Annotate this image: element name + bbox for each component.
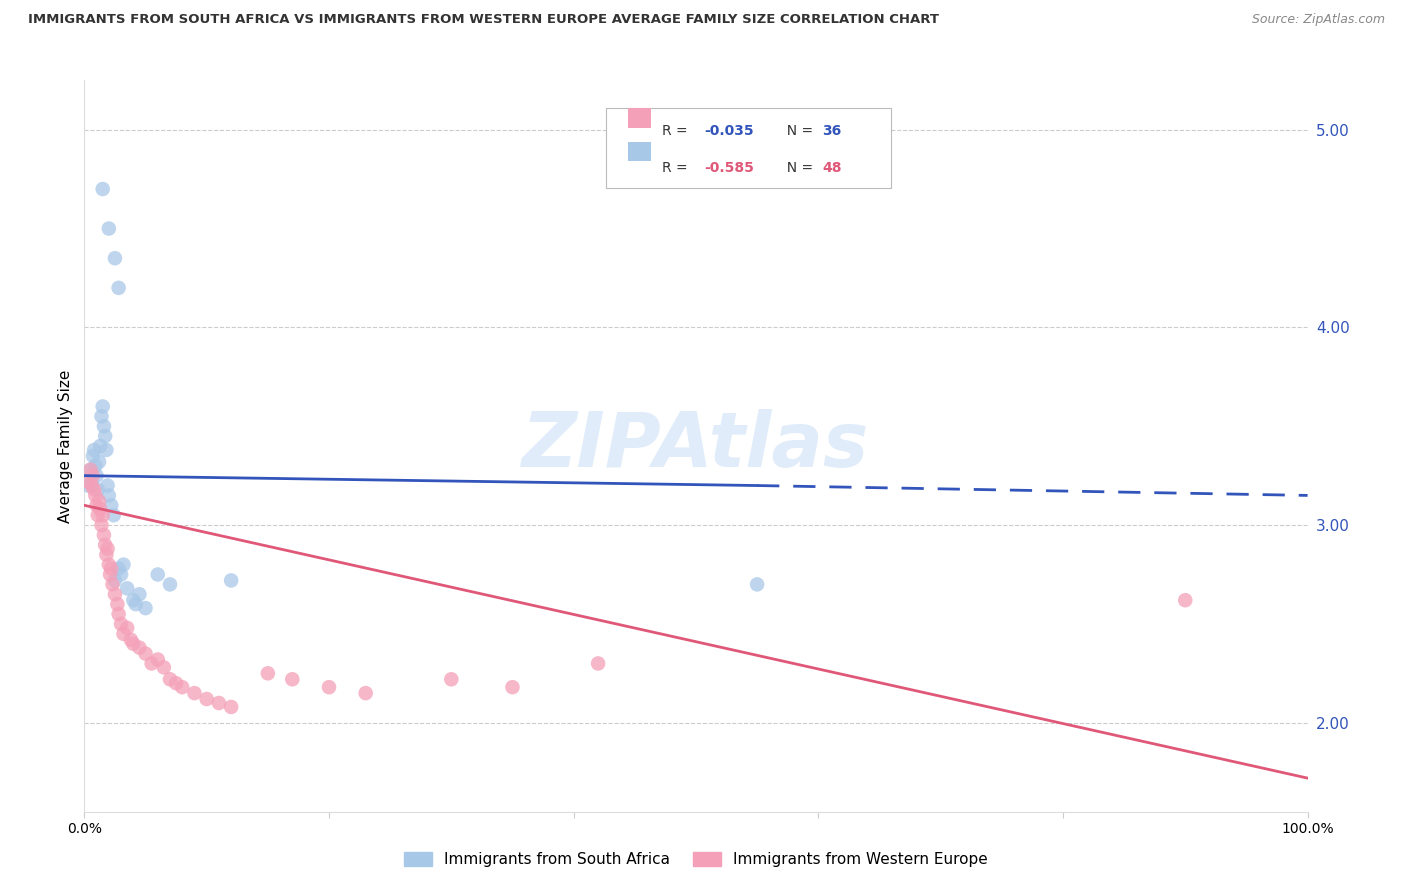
Point [107, 561, 129, 575]
Legend: Immigrants from South Africa, Immigrants from Western Europe: Immigrants from South Africa, Immigrants… [398, 847, 994, 873]
Point [122, 637, 145, 651]
Point [172, 680, 194, 694]
Point [96, 442, 118, 457]
Text: IMMIGRANTS FROM SOUTH AFRICA VS IMMIGRANTS FROM WESTERN EUROPE AVERAGE FAMILY SI: IMMIGRANTS FROM SOUTH AFRICA VS IMMIGRAN… [28, 13, 939, 27]
Point [97, 541, 120, 556]
Point [125, 597, 148, 611]
Point [440, 673, 463, 687]
Point [100, 498, 122, 512]
Text: N =: N = [778, 124, 817, 138]
Point [318, 680, 340, 694]
Point [146, 652, 169, 666]
Point [84, 488, 107, 502]
Point [97, 478, 120, 492]
Point [122, 593, 145, 607]
Point [115, 621, 138, 635]
Text: R =: R = [662, 124, 692, 138]
Point [183, 686, 205, 700]
Text: N =: N = [778, 161, 817, 175]
Point [98, 567, 121, 582]
Point [91, 508, 114, 523]
Point [90, 518, 112, 533]
Point [107, 607, 129, 621]
Point [101, 577, 124, 591]
Point [77, 478, 100, 492]
Y-axis label: Average Family Size: Average Family Size [58, 369, 73, 523]
Point [159, 673, 181, 687]
Point [219, 574, 242, 588]
Point [94, 429, 117, 443]
Point [82, 449, 104, 463]
Point [89, 439, 111, 453]
Point [90, 409, 112, 424]
Point [87, 508, 110, 523]
Point [115, 582, 138, 596]
Point [110, 567, 132, 582]
Point [135, 601, 157, 615]
Text: ZIPAtlas: ZIPAtlas [522, 409, 870, 483]
Point [257, 666, 280, 681]
Point [79, 463, 101, 477]
Point [80, 478, 103, 492]
Text: 48: 48 [823, 161, 842, 175]
Point [104, 574, 127, 588]
Point [208, 696, 231, 710]
Text: R =: R = [662, 161, 692, 175]
Point [91, 400, 114, 414]
Point [93, 419, 115, 434]
Point [141, 657, 163, 671]
Point [159, 577, 181, 591]
Point [83, 442, 105, 457]
Point [747, 577, 769, 591]
Point [79, 463, 101, 477]
Point [86, 468, 108, 483]
Point [96, 548, 118, 562]
Point [97, 488, 120, 502]
Point [112, 627, 135, 641]
Point [112, 558, 135, 572]
Point [97, 558, 120, 572]
Point [82, 468, 104, 483]
Point [354, 686, 377, 700]
Point [80, 475, 103, 489]
Point [89, 502, 111, 516]
Point [120, 632, 142, 647]
Point [135, 647, 157, 661]
Point [87, 494, 110, 508]
Text: -0.035: -0.035 [704, 124, 754, 138]
Point [87, 483, 110, 497]
Point [195, 692, 218, 706]
Point [86, 498, 108, 512]
Point [146, 567, 169, 582]
Point [104, 251, 127, 265]
Point [128, 640, 150, 655]
Point [100, 561, 122, 575]
Point [87, 455, 110, 469]
Point [103, 508, 125, 523]
Point [281, 673, 304, 687]
Point [105, 597, 128, 611]
Point [97, 221, 120, 235]
Point [83, 483, 105, 497]
Point [502, 680, 524, 694]
Point [165, 676, 187, 690]
Point [93, 528, 115, 542]
Point [219, 700, 242, 714]
Point [1174, 593, 1197, 607]
Point [77, 475, 100, 489]
Point [107, 281, 129, 295]
Point [94, 538, 117, 552]
Point [104, 587, 127, 601]
Text: 36: 36 [823, 124, 842, 138]
Point [91, 182, 114, 196]
Point [128, 587, 150, 601]
Text: -0.585: -0.585 [704, 161, 754, 175]
Point [586, 657, 609, 671]
Point [110, 616, 132, 631]
Point [153, 660, 176, 674]
Text: Source: ZipAtlas.com: Source: ZipAtlas.com [1251, 13, 1385, 27]
Point [84, 458, 107, 473]
